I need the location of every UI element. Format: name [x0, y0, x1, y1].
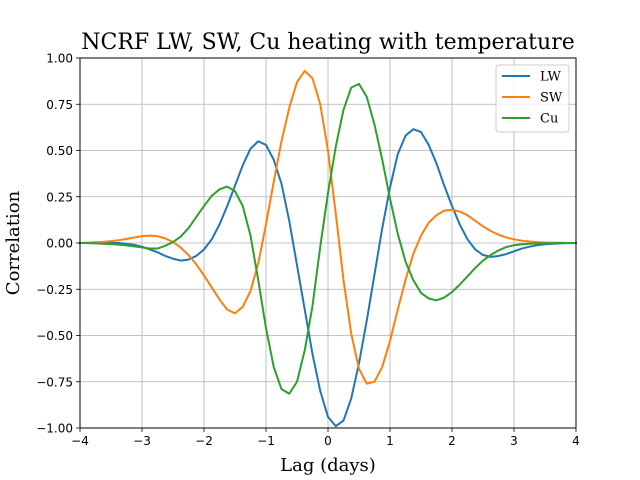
series-line-lw	[79, 128, 578, 428]
legend-label-cu: Cu	[540, 112, 558, 127]
chart-title: NCRF LW, SW, Cu heating with temperature	[81, 30, 574, 55]
x-tick-label: 4	[572, 434, 580, 448]
legend-label-lw: LW	[540, 70, 562, 85]
series-line-cu	[78, 82, 577, 395]
y-tick-label: 0.00	[46, 237, 73, 251]
x-tick-label: 2	[448, 434, 456, 448]
legend-box	[495, 64, 570, 133]
x-tick-label: 1	[386, 434, 394, 448]
y-tick-label: 0.25	[46, 190, 73, 204]
x-axis-ticks: −4 −3 −2 −1 0 1 2 3 4	[71, 428, 580, 448]
x-tick-label: −1	[257, 434, 275, 448]
y-tick-label: 0.50	[46, 144, 73, 158]
x-tick-label: −4	[71, 434, 89, 448]
y-tick-label: −1.00	[36, 422, 73, 436]
y-axis-ticks: −1.00 −0.75 −0.50 −0.25 0.00 0.25 0.50 0.75 1.00	[36, 52, 80, 436]
y-axis-label: Correlation	[3, 190, 24, 295]
y-tick-label: 1.00	[46, 52, 73, 66]
y-tick-label: −0.25	[36, 283, 73, 297]
x-axis-label: Lag (days)	[280, 455, 376, 476]
x-tick-label: −3	[133, 434, 151, 448]
y-tick-label: 0.75	[46, 98, 73, 112]
series-lines	[78, 69, 578, 428]
legend-label-sw: SW	[540, 91, 563, 106]
x-tick-label: −2	[195, 434, 213, 448]
x-tick-label: 0	[324, 434, 332, 448]
x-tick-label: 3	[510, 434, 518, 448]
y-tick-label: −0.75	[36, 375, 73, 389]
y-tick-label: −0.50	[36, 329, 73, 343]
legend: LW SW Cu	[495, 64, 570, 133]
series-line-sw	[78, 69, 577, 385]
